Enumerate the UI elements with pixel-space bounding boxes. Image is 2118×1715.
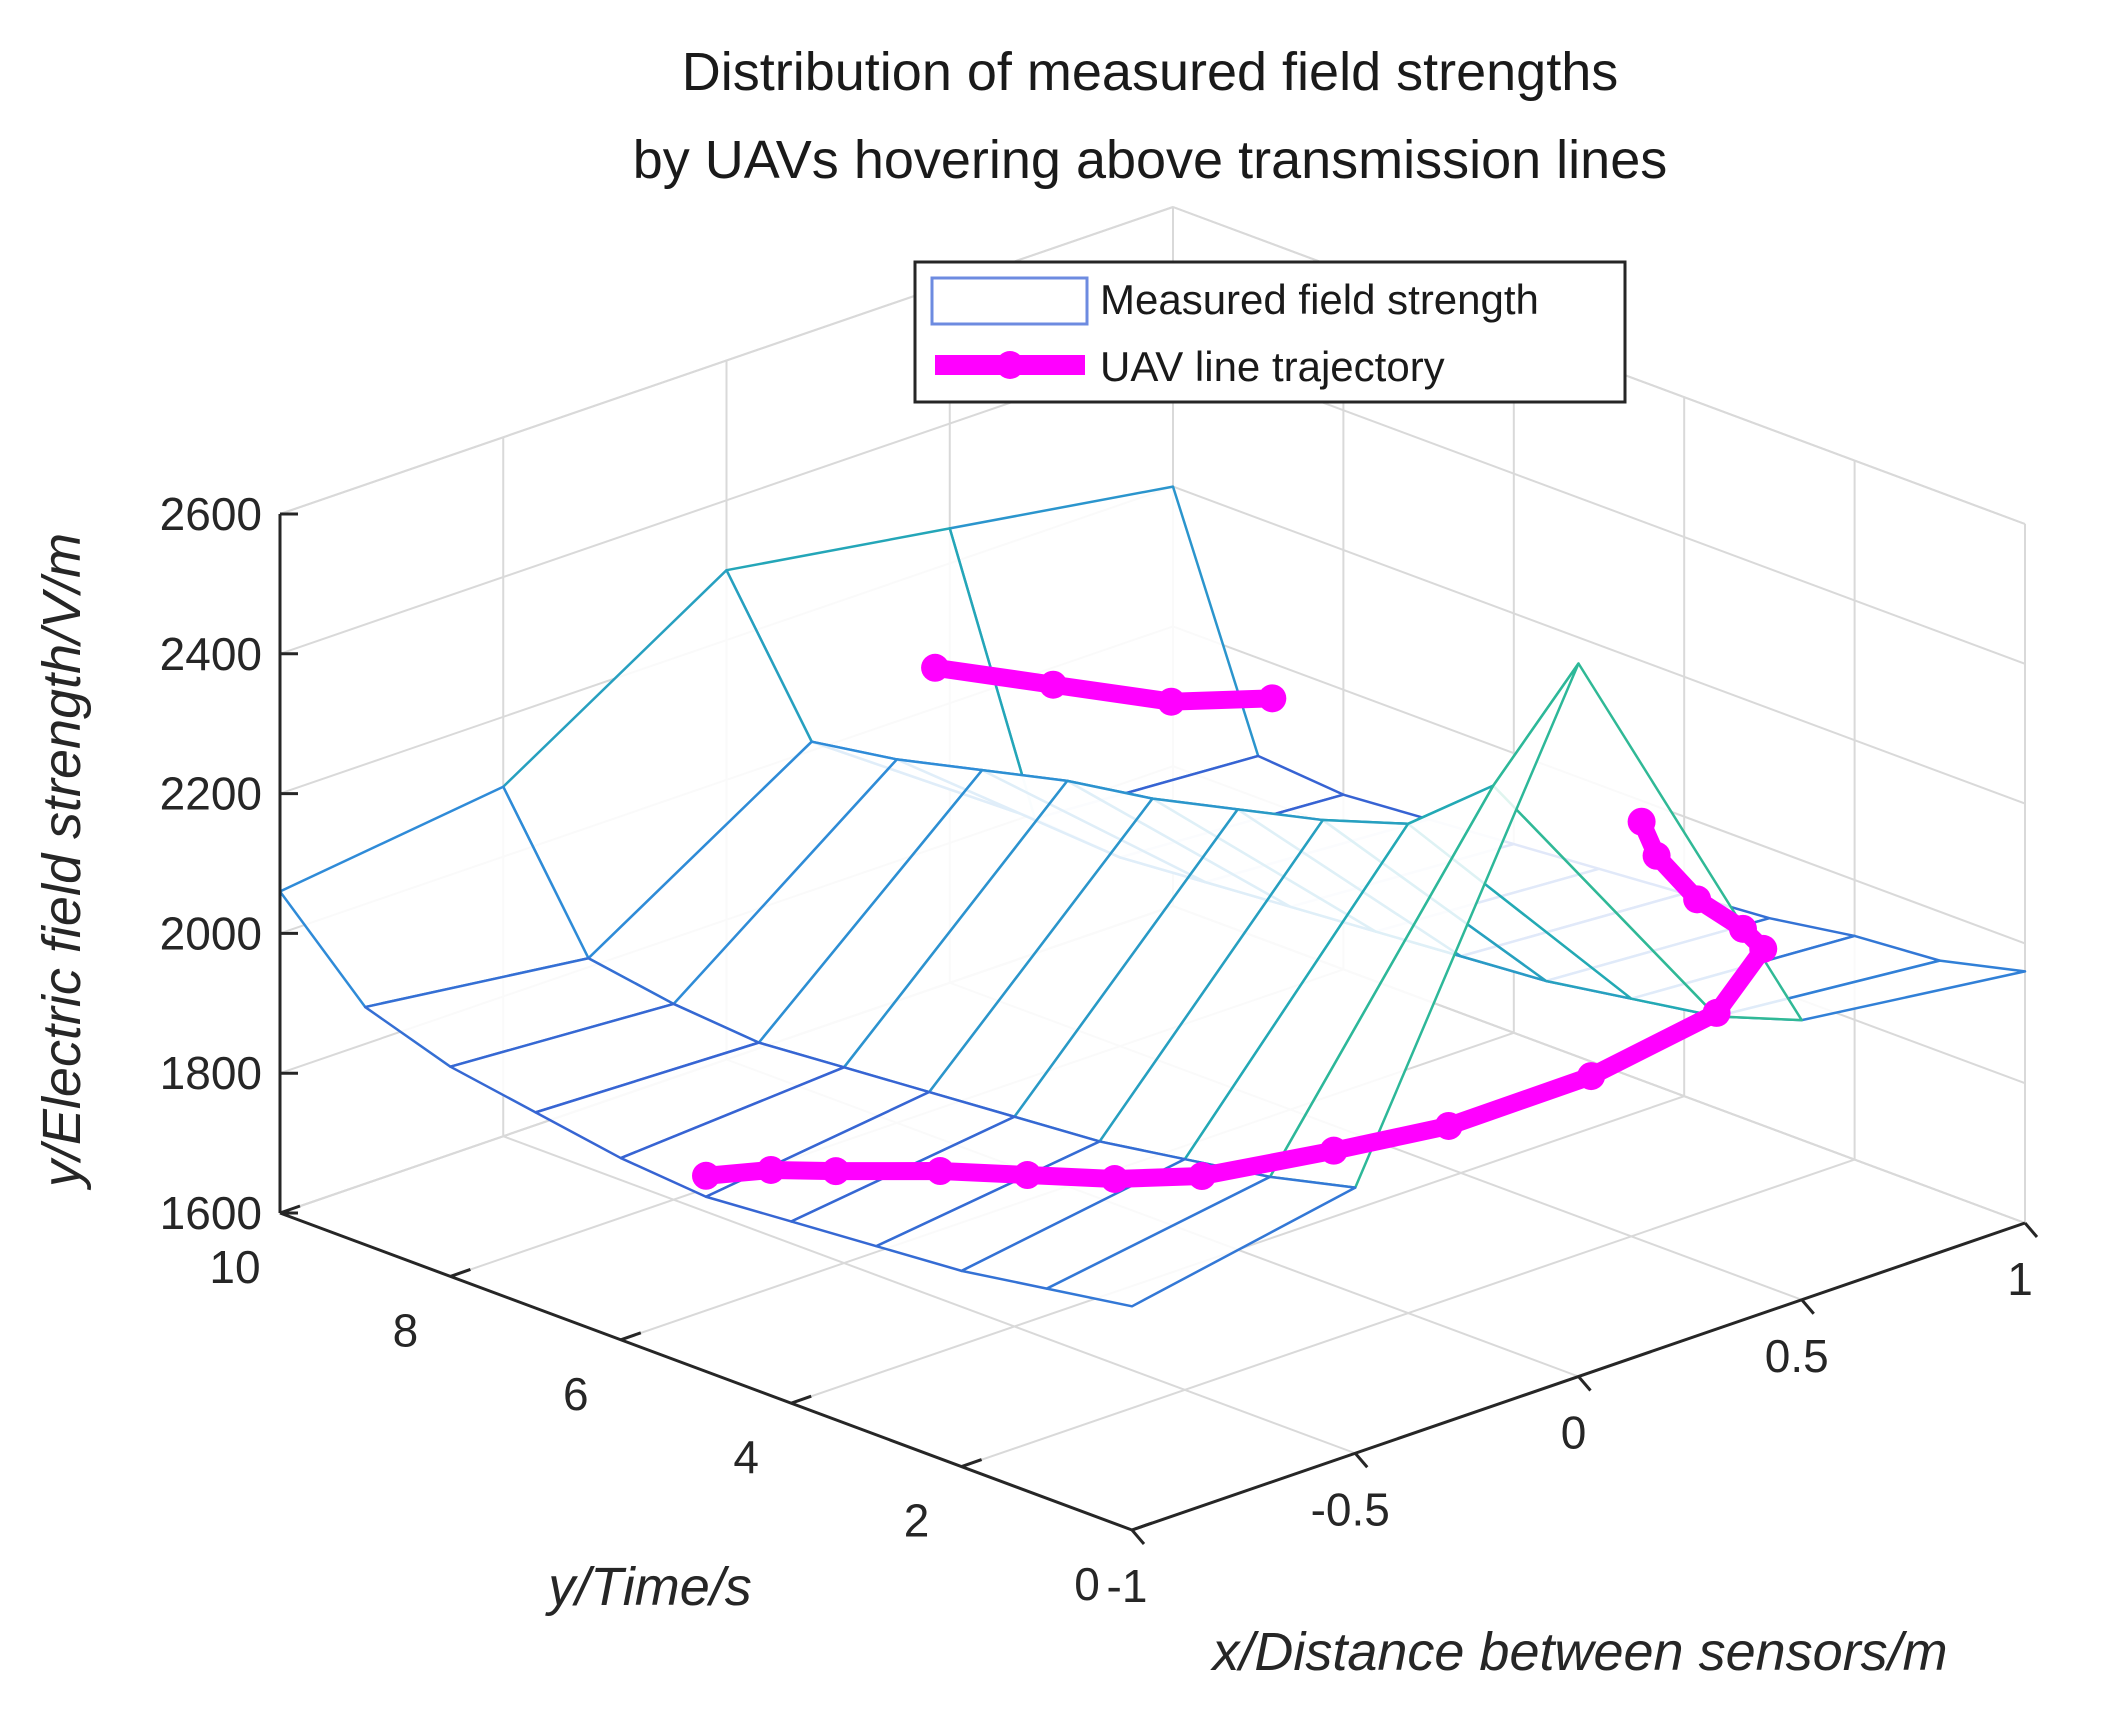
trajectory-marker: [1627, 807, 1656, 836]
surface-cell: [1045, 1175, 1357, 1308]
y-tick-label: 6: [563, 1368, 589, 1420]
z-tick-label: 1600: [160, 1187, 262, 1239]
trajectory-marker: [1157, 687, 1186, 716]
grid-line-x: [502, 1135, 1356, 1455]
y-tick-mark: [620, 1331, 642, 1342]
surface-mesh: [278, 485, 2027, 1308]
y-tick-label: 4: [733, 1431, 759, 1483]
x-tick-mark: [1354, 1452, 1369, 1469]
trajectory-marker: [921, 653, 950, 682]
chart-title-line-1: Distribution of measured field strengths: [682, 42, 1618, 102]
x-tick-label: -0.5: [1311, 1483, 1390, 1535]
x-axis-label: x/Distance between sensors/m: [1209, 1622, 1947, 1682]
x-tick-label: 1: [2007, 1253, 2033, 1305]
trajectory-marker: [926, 1157, 955, 1186]
trajectory-marker: [692, 1161, 720, 1190]
z-tick-label: 2200: [160, 768, 262, 820]
y-tick-label: 0: [1074, 1558, 1100, 1610]
trajectory-marker: [821, 1157, 850, 1186]
z-tick-label: 2600: [160, 488, 262, 540]
legend: Measured field strength UAV line traject…: [913, 260, 1627, 404]
x-tick-mark: [2023, 1222, 2039, 1238]
axes: [278, 512, 2039, 1545]
trajectory-marker: [1258, 684, 1287, 713]
x-tick-label: 0.5: [1765, 1330, 1829, 1382]
y-tick-label: 2: [904, 1495, 930, 1547]
z-tick-label: 2000: [160, 907, 262, 959]
trajectory-marker: [1100, 1165, 1129, 1193]
x-tick-mark: [1577, 1375, 1592, 1392]
trajectory-marker: [1702, 998, 1731, 1027]
chart-title: Distribution of measured field strengths…: [633, 42, 1668, 190]
y-axis-line: [279, 1211, 1133, 1532]
legend-swatch-trajectory-marker: [996, 351, 1024, 379]
chart-title-line-2: by UAVs hovering above transmission line…: [633, 130, 1668, 190]
y-axis-label: y/Time/s: [544, 1557, 752, 1617]
z-tick-label: 1800: [160, 1047, 262, 1099]
tick-labels: -1-0.500.5102468101600180020002200240026…: [160, 488, 2033, 1612]
trajectory-marker: [1577, 1062, 1606, 1091]
trajectory-marker: [1642, 841, 1671, 870]
y-tick-mark: [449, 1267, 471, 1278]
trajectory-series: [692, 653, 1778, 1193]
y-tick-label: 10: [209, 1241, 260, 1293]
trajectory-marker: [1749, 934, 1778, 963]
x-tick-label: -1: [1107, 1560, 1148, 1612]
y-tick-mark: [790, 1394, 812, 1405]
trajectory-marker: [1728, 914, 1757, 943]
trajectory-marker: [756, 1155, 785, 1184]
y-tick-mark: [1131, 1521, 1153, 1532]
trajectory-marker: [1039, 670, 1068, 699]
x-tick-label: 0: [1561, 1407, 1587, 1459]
z-axis-label: y/Electric field strength/V/m: [32, 533, 92, 1191]
grid-line-z: [1172, 485, 2026, 805]
x-tick-mark: [1800, 1298, 1815, 1315]
y-tick-label: 8: [393, 1304, 419, 1356]
z-tick-label: 2400: [160, 628, 262, 680]
x-tick-mark: [1130, 1529, 1146, 1545]
y-tick-mark: [961, 1458, 983, 1469]
trajectory-line-far: [926, 658, 1282, 711]
legend-swatch-surface: [930, 276, 1089, 326]
legend-label-trajectory: UAV line trajectory: [1100, 343, 1445, 390]
trajectory-marker: [1683, 885, 1712, 914]
trajectory-marker: [1319, 1136, 1348, 1165]
trajectory-marker: [1434, 1111, 1463, 1140]
grid-line-y: [961, 1158, 1855, 1468]
trajectory-line: [697, 812, 1773, 1188]
trajectory-marker: [1013, 1161, 1042, 1190]
trajectory-marker: [1187, 1162, 1216, 1191]
legend-label-surface: Measured field strength: [1100, 276, 1539, 323]
